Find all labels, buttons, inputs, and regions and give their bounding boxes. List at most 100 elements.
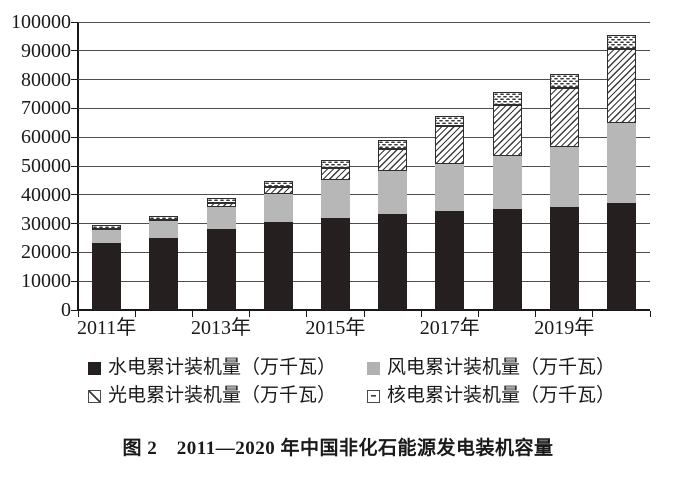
bar-segment-hydro-2015年 xyxy=(320,217,350,310)
y-axis-ticks xyxy=(71,21,78,311)
bar-segment-wind-2017年 xyxy=(435,163,465,211)
x-tick-3 xyxy=(249,311,251,317)
bar-2016年 xyxy=(378,22,408,310)
legend-item-hydro: 水电累计装机量（万千瓦） xyxy=(88,357,336,379)
bar-segment-solar-2016年 xyxy=(378,149,408,172)
gridline-20000 xyxy=(78,251,650,253)
bar-2018年 xyxy=(492,22,522,310)
y-tick-60000 xyxy=(71,136,78,138)
x-tick-8 xyxy=(535,311,537,317)
y-tick-70000 xyxy=(71,107,78,109)
bar-segment-wind-2019年 xyxy=(549,147,579,208)
x-axis-label-2017年: 2017年 xyxy=(419,317,480,339)
figure-caption: 图 2 2011—2020 年中国非化石能源发电装机容量 xyxy=(122,438,554,459)
bar-segment-wind-2014年 xyxy=(263,194,293,223)
bar-segment-nuclear-2017年 xyxy=(435,115,465,127)
x-tick-0 xyxy=(77,311,79,317)
y-axis-label-60000: 60000 xyxy=(21,126,71,149)
bar-segment-solar-2018年 xyxy=(492,105,522,156)
y-tick-80000 xyxy=(71,79,78,81)
legend-item-solar: 光电累计装机量（万千瓦） xyxy=(88,385,336,407)
x-tick-9 xyxy=(592,311,594,317)
gridline-10000 xyxy=(78,280,650,282)
bar-segment-nuclear-2014年 xyxy=(263,181,293,188)
x-tick-2 xyxy=(191,311,193,317)
bar-segment-hydro-2020年 xyxy=(606,203,636,310)
bar-segment-wind-2020年 xyxy=(606,122,636,204)
bar-2011年 xyxy=(92,22,122,310)
legend-item-wind: 风电累计装机量（万千瓦） xyxy=(367,357,615,379)
bar-segment-hydro-2014年 xyxy=(263,222,293,310)
bar-segment-solar-2019年 xyxy=(549,87,579,147)
x-tick-7 xyxy=(477,311,479,317)
nuclear-legend-swatch-icon xyxy=(367,389,380,403)
y-axis-label-30000: 30000 xyxy=(21,212,71,235)
bar-segment-nuclear-2012年 xyxy=(149,215,179,220)
bar-segment-solar-2017年 xyxy=(435,126,465,164)
bar-segment-hydro-2018年 xyxy=(492,208,522,310)
x-axis-label-2013年: 2013年 xyxy=(191,317,251,339)
legend-item-nuclear: 核电累计装机量（万千瓦） xyxy=(367,385,615,407)
y-axis-label-100000: 100000 xyxy=(11,11,71,33)
gridline-30000 xyxy=(78,223,650,225)
bar-segment-nuclear-2011年 xyxy=(92,225,122,230)
bar-segment-wind-2015年 xyxy=(320,180,350,218)
bar-segment-hydro-2019年 xyxy=(549,207,579,310)
x-axis-label-2015年: 2015年 xyxy=(305,317,366,339)
bar-segment-nuclear-2018年 xyxy=(492,92,522,106)
y-axis-label-10000: 10000 xyxy=(21,270,71,293)
bar-2014年 xyxy=(263,22,293,310)
bar-segment-solar-2015年 xyxy=(320,167,350,181)
gridline-70000 xyxy=(78,107,650,109)
bar-segment-wind-2016年 xyxy=(378,171,408,215)
bar-2019年 xyxy=(549,22,579,310)
legend-label-wind: 风电累计装机量（万千瓦） xyxy=(387,357,616,378)
y-axis-label-0: 0 xyxy=(61,299,71,321)
legend-label-hydro: 水电累计装机量（万千瓦） xyxy=(108,357,337,378)
gridline-40000 xyxy=(78,194,650,196)
bar-segment-wind-2018年 xyxy=(492,155,522,209)
bar-2017年 xyxy=(435,22,465,310)
bar-segment-hydro-2012年 xyxy=(149,238,179,310)
bar-segment-solar-2014年 xyxy=(263,187,293,195)
x-tick-4 xyxy=(306,311,308,317)
bar-segment-hydro-2016年 xyxy=(378,214,408,310)
gridline-50000 xyxy=(78,165,650,167)
x-tick-10 xyxy=(649,311,651,317)
legend-label-nuclear: 核电累计装机量（万千瓦） xyxy=(387,385,616,406)
bar-segment-wind-2013年 xyxy=(206,207,236,230)
bar-2013年 xyxy=(206,22,236,310)
y-tick-20000 xyxy=(71,251,78,253)
y-tick-40000 xyxy=(71,194,78,196)
y-tick-100000 xyxy=(71,21,78,23)
y-axis-label-90000: 90000 xyxy=(21,39,71,62)
y-axis-label-40000: 40000 xyxy=(21,183,71,206)
bar-2015年 xyxy=(320,22,350,310)
bar-segment-nuclear-2016年 xyxy=(378,139,408,150)
legend-label-solar: 光电累计装机量（万千瓦） xyxy=(108,385,337,406)
bar-segment-nuclear-2019年 xyxy=(549,73,579,88)
bar-segment-hydro-2013年 xyxy=(206,229,236,310)
y-axis-label-80000: 80000 xyxy=(21,68,71,91)
bar-segment-nuclear-2015年 xyxy=(320,159,350,168)
x-tick-1 xyxy=(134,311,136,317)
bar-segment-wind-2011年 xyxy=(92,229,122,243)
wind-legend-swatch-icon xyxy=(367,361,380,375)
y-axis-label-50000: 50000 xyxy=(21,155,71,177)
hydro-legend-swatch-icon xyxy=(88,361,101,375)
gridline-100000 xyxy=(78,21,650,23)
bar-segment-nuclear-2020年 xyxy=(606,34,636,50)
bar-segment-hydro-2011年 xyxy=(92,242,122,310)
y-tick-10000 xyxy=(71,280,78,282)
y-tick-90000 xyxy=(71,50,78,52)
gridline-90000 xyxy=(78,50,650,52)
gridline-60000 xyxy=(78,136,650,138)
bar-segment-nuclear-2013年 xyxy=(206,198,236,203)
x-tick-6 xyxy=(420,311,422,317)
bar-segment-hydro-2017年 xyxy=(435,210,465,310)
plot-area xyxy=(77,21,650,311)
y-tick-0 xyxy=(71,309,78,311)
y-axis-labels: 0 10000 20000 30000 40000 50000 60000 70000 8000… xyxy=(0,11,71,321)
solar-legend-swatch-icon xyxy=(88,389,101,403)
